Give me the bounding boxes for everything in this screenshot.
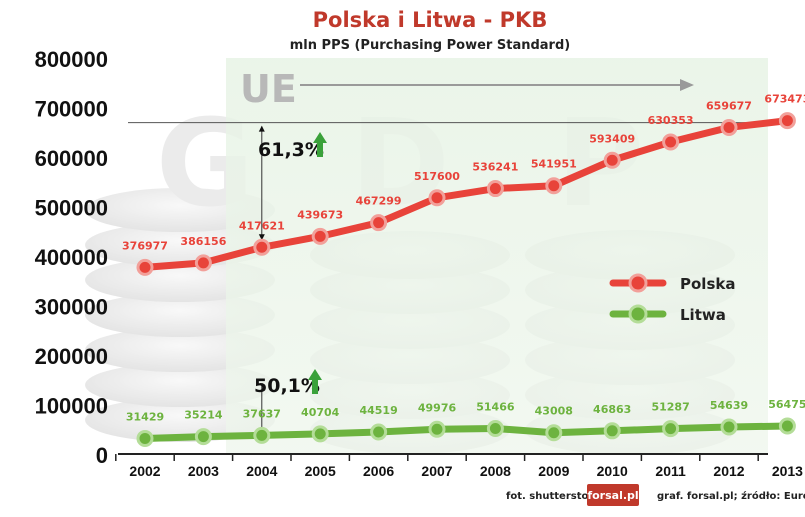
y-tick-label: 500000 [35,196,108,221]
lithuania-growth-label: 50,1% [254,375,320,397]
poland-growth-label: 61,3% [258,139,324,161]
data-label-polska: 659677 [706,99,752,112]
chart-title: Polska i Litwa - PKB [313,8,548,32]
y-tick-label: 800000 [35,47,108,72]
y-tick-label: 400000 [35,245,108,270]
data-label-polska: 517600 [414,170,460,183]
growth-arrow-head [258,234,265,241]
x-tick-label: 2009 [538,463,569,479]
data-point-polska [662,133,680,151]
data-point-polska [778,112,796,130]
x-tick-label: 2012 [713,463,744,479]
data-point-polska [311,227,329,245]
data-point-litwa [194,428,212,446]
data-label-litwa: 51287 [651,401,689,414]
forsal-logo[interactable]: forsal.pl [587,489,638,502]
series [136,112,796,447]
data-label-litwa: 37637 [243,407,281,420]
data-point-litwa [486,420,504,438]
data-label-litwa: 44519 [359,404,397,417]
data-label-litwa: 31429 [126,410,164,423]
chart-subtitle: mln PPS (Purchasing Power Standard) [290,38,570,53]
data-label-litwa: 49976 [418,401,457,414]
x-tick-label: 2008 [480,463,511,479]
data-point-polska [720,118,738,136]
data-label-polska: 376977 [122,239,168,252]
y-tick-label: 700000 [35,97,108,122]
data-label-polska: 541951 [531,158,577,171]
series-line-polska [141,117,791,271]
annotations: 61,3% 50,1% [128,122,783,430]
data-label-litwa: 51466 [476,401,515,414]
data-label-litwa: 56475 [768,398,805,411]
y-tick-label: 300000 [35,295,108,320]
data-label-polska: 439673 [297,208,343,221]
data-label-polska: 386156 [180,235,226,248]
y-tick-label: 100000 [35,394,108,419]
legend-item-litwa: Litwa [609,304,726,324]
x-tick-label: 2007 [421,463,452,479]
data-point-polska [486,180,504,198]
data-label-polska: 593409 [589,132,635,145]
source-credit: graf. forsal.pl; źródło: Eurostat [657,490,805,502]
data-point-polska [253,238,271,256]
data-point-litwa [311,425,329,443]
data-point-litwa [778,417,796,435]
legend: Polska Litwa [609,273,735,324]
axes: 0 100000 200000 300000 400000 500000 600000 700… [35,47,804,479]
poland-growth-up-arrow-icon [313,132,327,157]
legend-label-polska: Polska [680,275,735,293]
y-tick-label: 600000 [35,146,108,171]
x-tick-label: 2011 [655,463,686,479]
data-label-litwa: 43008 [535,405,573,418]
data-point-polska [136,258,154,276]
data-point-polska [545,177,563,195]
data-point-litwa [136,429,154,447]
y-tick-label: 200000 [35,344,108,369]
x-tick-label: 2003 [188,463,219,479]
x-tick-label: 2006 [363,463,394,479]
forsal-logo-box [587,484,639,506]
data-label-polska: 467299 [356,195,402,208]
photo-credit: fot. shutterstock [506,491,601,502]
data-label-polska: 630353 [648,114,694,127]
data-label-polska: 417621 [239,219,285,232]
data-point-litwa [545,424,563,442]
ue-label: UE [240,67,297,111]
x-tick-label: 2013 [772,463,803,479]
lithuania-growth-up-arrow-icon [308,369,322,394]
data-label-litwa: 40704 [301,406,340,419]
x-tick-label: 2005 [305,463,336,479]
data-point-litwa [662,420,680,438]
data-label-polska: 536241 [472,161,518,174]
data-point-litwa [603,422,621,440]
legend-label-litwa: Litwa [680,306,726,324]
legend-item-polska: Polska [609,273,735,293]
footer: fot. shutterstock forsal.pl graf. forsal… [506,484,805,506]
x-tick-label: 2004 [246,463,277,479]
x-tick-label: 2010 [597,463,628,479]
data-labels: 376977 386156 417621 439673 467299 517600 5362… [122,93,805,424]
ue-arrow [300,79,694,91]
data-point-polska [370,214,388,232]
data-point-litwa [370,423,388,441]
data-point-litwa [428,420,446,438]
data-point-polska [603,151,621,169]
data-label-litwa: 35214 [184,409,223,422]
series-line-litwa [141,422,791,442]
data-label-litwa: 54639 [710,399,748,412]
growth-arrow-head [258,125,265,132]
data-label-litwa: 46863 [593,403,631,416]
data-point-litwa [720,418,738,436]
y-tick-label: 0 [96,443,108,468]
data-point-polska [428,189,446,207]
data-point-litwa [253,426,271,444]
x-tick-label: 2002 [129,463,160,479]
data-point-polska [194,254,212,272]
